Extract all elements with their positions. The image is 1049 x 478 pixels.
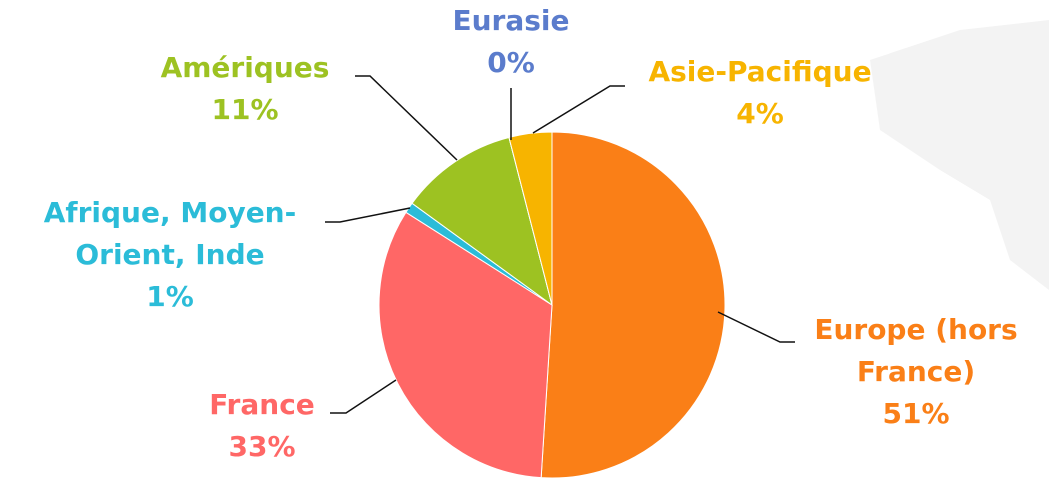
pie — [378, 131, 726, 478]
slice-label: Afrique, Moyen-Orient, Inde 1% — [5, 192, 335, 318]
leader-line — [532, 85, 625, 134]
background-map — [870, 20, 1049, 290]
value-label: 51% — [882, 397, 950, 430]
category-label: Eurasie — [452, 4, 570, 37]
slice-label: Eurasie 0% — [440, 0, 582, 84]
value-label: 11% — [211, 93, 279, 126]
slice-label: Europe (hors France) 51% — [785, 309, 1047, 435]
leader-line — [355, 75, 458, 161]
leader-line — [330, 379, 397, 414]
slice-label: Amériques 11% — [120, 47, 370, 131]
pie-slice — [411, 136, 553, 307]
value-label: 1% — [146, 280, 194, 313]
category-label: Amériques — [160, 51, 330, 84]
slice-label: France 33% — [160, 384, 364, 468]
category-label: Asie-Pacifique — [648, 55, 872, 88]
leader-line — [325, 207, 411, 223]
category-label: Afrique, Moyen-Orient, Inde — [43, 196, 297, 271]
leader-lines — [325, 75, 795, 414]
value-label: 33% — [228, 430, 296, 463]
pie-slice — [378, 211, 553, 478]
value-label: 4% — [736, 97, 784, 130]
slice-label: Asie-Pacifique 4% — [600, 51, 920, 135]
leader-line — [717, 311, 795, 343]
value-label: 0% — [487, 46, 535, 79]
category-label: France — [209, 388, 315, 421]
pie-slice — [508, 131, 553, 306]
pie-slice — [540, 131, 726, 478]
category-label: Europe (hors France) — [814, 313, 1018, 388]
